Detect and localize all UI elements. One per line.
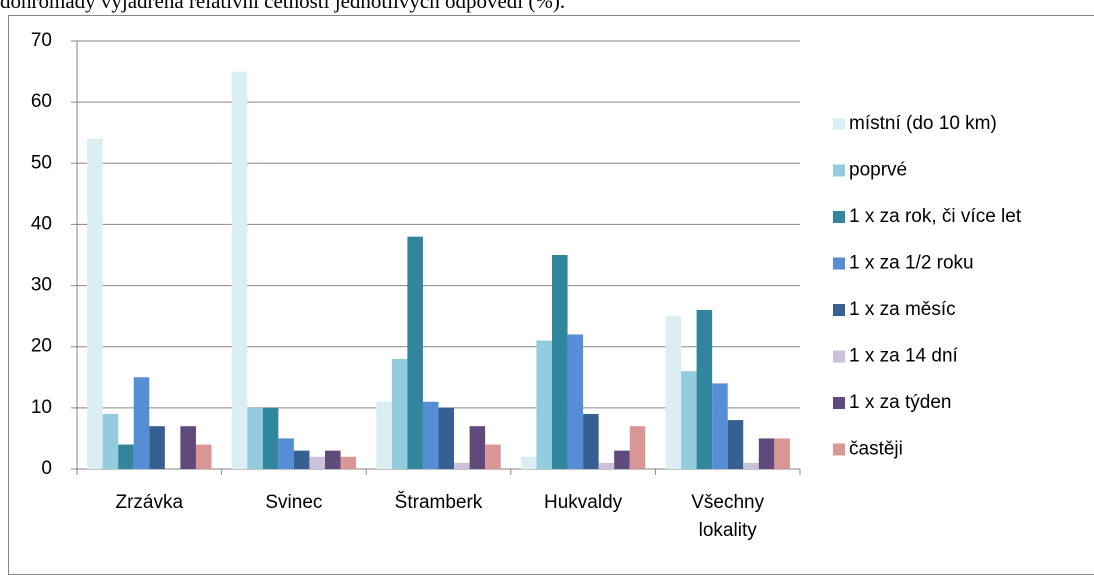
bar (598, 462, 615, 469)
legend-label: 1 x za 1/2 roku (849, 253, 974, 274)
legend-swatch (833, 257, 845, 270)
bar (774, 438, 790, 469)
bar (180, 426, 196, 469)
bar (438, 407, 455, 469)
bar (324, 450, 341, 469)
bar (567, 334, 584, 469)
bar (469, 426, 486, 469)
legend-label: poprvé (849, 160, 907, 181)
bar (696, 310, 713, 469)
x-tick-label: Svinec (265, 492, 323, 513)
y-tick-label: 70 (31, 30, 52, 51)
bar (102, 413, 119, 469)
legend-swatch (833, 164, 845, 177)
bar (629, 426, 646, 469)
x-tick-label: Zrzávka (115, 492, 184, 513)
bar (309, 456, 325, 469)
y-tick-label: 10 (31, 397, 52, 418)
bar (422, 401, 439, 469)
bar (376, 401, 392, 469)
legend-swatch (833, 211, 845, 223)
x-tick-label: Štramberk (394, 492, 483, 513)
bar (118, 444, 134, 469)
bar (231, 71, 248, 470)
bar (536, 340, 553, 469)
caption: dohromady vyjádřená relativní četností j… (0, 0, 566, 13)
legend-label: 1 x za rok, či více let (849, 206, 1022, 227)
legend-swatch (833, 118, 845, 130)
legend-label: 1 x za měsíc (849, 299, 956, 320)
y-tick-label: 0 (41, 458, 52, 479)
x-tick-label: Hukvaldy (544, 492, 623, 513)
bar (681, 371, 697, 469)
bar (454, 462, 470, 469)
bar (293, 450, 310, 469)
bar (278, 438, 294, 469)
bar (712, 383, 728, 469)
chart: 0 10 20 30 40 50 60 70 místní (do 10 km) poprvé 1 … (31, 30, 1022, 479)
bar (407, 236, 423, 469)
legend-label: místní (do 10 km) (849, 113, 997, 134)
legend-swatch (833, 443, 845, 456)
bar (614, 450, 630, 469)
legend-swatch (833, 350, 845, 363)
bar (133, 377, 150, 469)
legend-label: 1 x za týden (849, 392, 951, 413)
bar (583, 413, 599, 469)
legend-label: častěji (849, 439, 903, 460)
bar (552, 255, 568, 469)
bar (758, 438, 775, 469)
bar (743, 462, 759, 469)
y-tick-label: 60 (31, 91, 52, 112)
bar (195, 444, 212, 469)
y-tick-label: 20 (31, 336, 52, 357)
y-tick-label: 40 (31, 213, 52, 234)
bar (87, 138, 103, 470)
bar (262, 407, 279, 469)
bar (149, 426, 165, 469)
x-tick-label: Všechny lokality (691, 492, 765, 541)
y-tick-label: 50 (31, 152, 52, 173)
legend-swatch (833, 397, 845, 409)
bar (665, 316, 682, 469)
bar (247, 407, 263, 469)
bar (340, 456, 357, 469)
legend-swatch (833, 304, 845, 316)
y-tick-label: 30 (31, 275, 52, 296)
bar (727, 420, 744, 469)
legend-label: 1 x za 14 dní (849, 346, 959, 367)
bar (485, 444, 501, 469)
bar (520, 456, 537, 469)
bar (391, 358, 408, 469)
